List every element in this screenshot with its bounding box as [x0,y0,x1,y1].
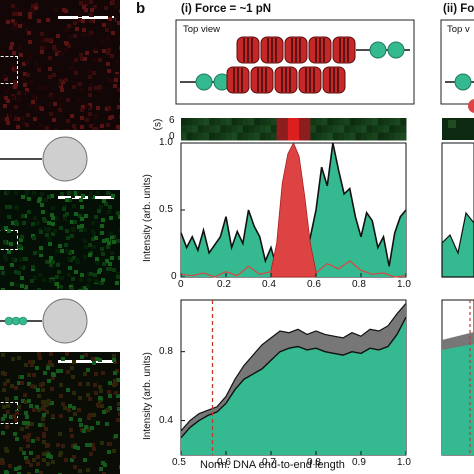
x-tick-label: 0.5 [172,457,186,468]
intensity-chart-bottom-ii [441,299,474,456]
kymograph-strip [181,118,407,141]
top-view-label-ii: Top v [447,24,470,35]
x-tick-label: 1.0 [397,279,411,290]
roi-box [0,56,18,84]
kymo-tick: 0 [169,131,175,142]
y-tick-label: 0 [171,271,177,282]
bead-diagram-proteins [0,298,88,344]
scale-bar [58,360,114,363]
intensity-chart-bottom [180,299,407,456]
x-axis-label: Norm. DNA end-to-end length [200,459,345,471]
x-tick-label: 0.8 [352,279,366,290]
kymograph-strip-ii [442,118,474,140]
microscopy-image-merge [0,352,120,474]
panel-i-title: (i) Force = ~1 pN [181,3,272,15]
series-area-green [181,317,406,455]
x-tick-label: 1.0 [397,457,411,468]
y-axis-label: Intensity (arb. units) [142,352,153,440]
x-tick-label: 0.6 [217,457,231,468]
y-tick-label: 0.4 [159,414,173,426]
series-area-green [181,143,406,277]
x-tick-label: 0.6 [307,279,321,290]
x-tick-label: 0.9 [352,457,366,468]
top-view-inset-ii [440,19,474,113]
x-tick-label: 0.2 [217,279,231,290]
scale-bar [58,196,114,199]
panel-ii-title: (ii) Fo [443,3,474,15]
microscopy-image-red [0,0,120,130]
x-tick-label: 0 [178,279,184,290]
series-band-grey [181,303,406,438]
intensity-chart-top [180,142,407,278]
kymo-unit-label: (s) [152,118,164,131]
bead-diagram-dna [0,136,88,182]
scale-bar [58,16,114,19]
top-view-inset [175,19,415,105]
y-tick-label: 0.5 [159,204,173,215]
x-tick-label: 0.4 [262,279,276,290]
x-tick-label: 0.8 [307,457,321,468]
series-line-red [180,260,407,278]
intensity-chart-top-ii [441,142,474,278]
x-tick-label: 0.7 [262,457,276,468]
y-axis-label: Intensity (arb. units) [142,174,153,262]
microscopy-image-green [0,190,120,290]
panel-label: b [136,0,146,17]
y-tick-label: 1.0 [159,137,173,148]
kymo-tick: 6 [169,115,175,126]
y-tick-label: 0.8 [159,345,173,357]
top-view-label: Top view [183,24,220,35]
